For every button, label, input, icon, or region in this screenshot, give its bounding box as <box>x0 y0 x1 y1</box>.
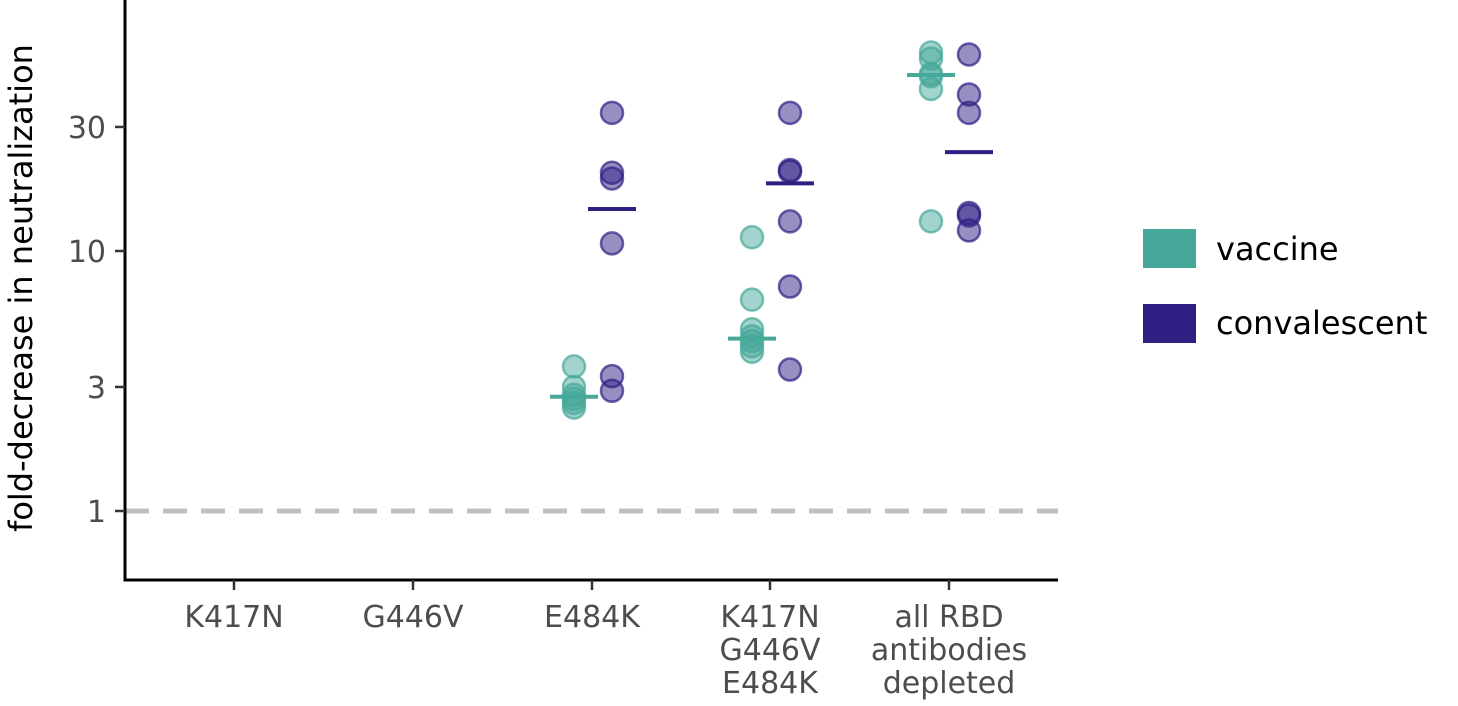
x-tick-label: E484K <box>722 666 819 701</box>
data-point-convalescent <box>777 159 803 184</box>
y-axis-title: fold-decrease in neutralization <box>2 44 40 532</box>
data-point-convalescent <box>777 357 803 382</box>
x-tick-label: K417N <box>720 600 819 635</box>
legend: vaccine convalescent <box>1143 229 1427 343</box>
data-point-convalescent <box>599 231 625 256</box>
x-tick-label: E484K <box>544 600 641 635</box>
x-tick-label: all RBD <box>894 600 1003 635</box>
median-layer <box>550 73 993 399</box>
data-point-vaccine <box>918 76 944 102</box>
data-point-vaccine <box>918 209 944 234</box>
data-point-convalescent <box>777 100 803 126</box>
data-point-convalescent <box>599 378 625 404</box>
data-point-vaccine <box>739 287 765 312</box>
y-ticks: 1 3 10 30 <box>68 111 125 530</box>
data-point-vaccine <box>561 395 587 420</box>
x-tick-label: G446V <box>719 633 821 668</box>
data-point-convalescent <box>777 274 803 299</box>
legend-swatch-vaccine <box>1143 229 1196 268</box>
x-tick-label: antibodies <box>871 633 1027 668</box>
legend-label-vaccine: vaccine <box>1216 230 1339 268</box>
data-point-convalescent <box>956 100 982 126</box>
x-tick-label: K417N <box>184 600 283 635</box>
legend-label-convalescent: convalescent <box>1216 304 1427 342</box>
data-point-convalescent <box>599 166 625 191</box>
data-point-vaccine <box>561 354 587 379</box>
data-point-vaccine <box>739 339 765 364</box>
data-point-convalescent <box>956 218 982 243</box>
data-point-convalescent <box>599 100 625 126</box>
data-point-vaccine <box>739 224 765 250</box>
y-tick-label: 10 <box>68 235 106 270</box>
y-tick-label: 30 <box>68 111 106 146</box>
y-tick-label: 1 <box>87 495 106 530</box>
points-layer <box>561 40 982 420</box>
data-point-convalescent <box>777 209 803 234</box>
data-point-convalescent <box>956 42 982 67</box>
legend-swatch-convalescent <box>1143 304 1196 343</box>
x-tick-label: G446V <box>362 600 464 635</box>
y-tick-label: 3 <box>87 371 106 406</box>
x-tick-label: depleted <box>883 666 1016 701</box>
